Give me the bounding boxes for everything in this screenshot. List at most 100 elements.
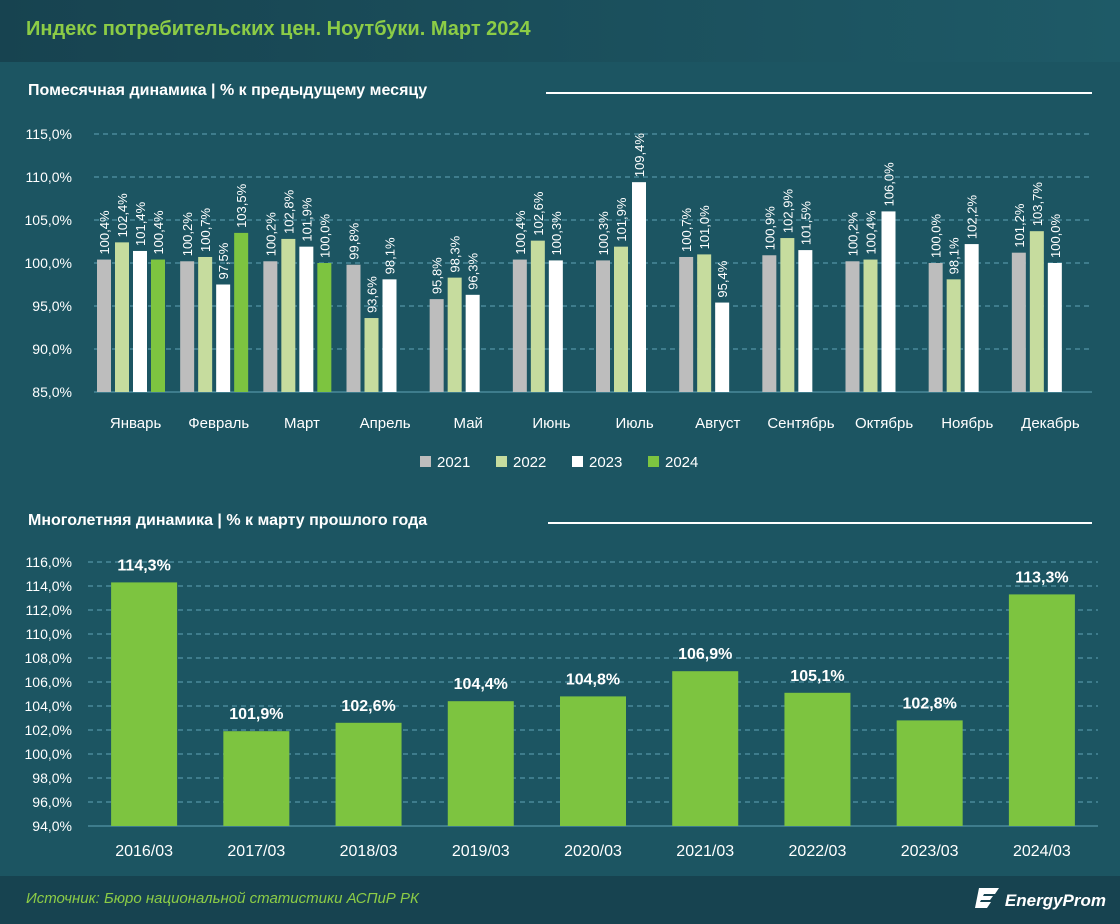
- legend-swatch-2021: [420, 456, 431, 467]
- data-label: 93,6%: [365, 276, 380, 313]
- x-tick-label: Декабрь: [1021, 415, 1080, 432]
- y-tick-label: 85,0%: [32, 384, 72, 400]
- x-tick-label: Октябрь: [855, 415, 913, 432]
- y-tick-label: 110,0%: [26, 626, 72, 642]
- x-tick-label: Май: [454, 415, 483, 432]
- y-tick-label: 106,0%: [25, 674, 72, 690]
- legend-label: 2021: [437, 454, 470, 471]
- bar: [447, 701, 514, 826]
- bar-2022: [946, 279, 961, 392]
- y-tick-label: 114,0%: [26, 578, 72, 594]
- bar-2022: [447, 277, 462, 392]
- bar-2024: [234, 232, 249, 392]
- data-label: 95,4%: [715, 260, 730, 297]
- bar-2021: [679, 256, 694, 392]
- data-label: 100,2%: [263, 212, 278, 257]
- bar-2021: [346, 264, 361, 392]
- bar-2024: [317, 263, 332, 392]
- bar-2023: [715, 302, 730, 392]
- bar-2022: [614, 246, 628, 392]
- data-label: 101,9%: [229, 706, 283, 723]
- x-tick-label: 2021/03: [676, 843, 734, 860]
- x-tick-label: 2024/03: [1013, 843, 1071, 860]
- bar-2021: [429, 299, 444, 392]
- bar-2023: [216, 284, 231, 392]
- data-label: 100,4%: [151, 210, 166, 255]
- x-tick-label: 2019/03: [452, 843, 510, 860]
- data-label: 100,2%: [846, 212, 861, 257]
- bar: [1008, 594, 1075, 826]
- y-tick-label: 115,0%: [26, 126, 72, 142]
- bar-2023: [798, 250, 813, 392]
- data-label: 102,2%: [965, 195, 980, 240]
- data-label: 101,2%: [1012, 203, 1027, 248]
- data-label: 102,8%: [903, 695, 957, 712]
- data-label: 105,1%: [790, 668, 844, 685]
- bar-2022: [1029, 231, 1044, 392]
- bar-2023: [299, 246, 314, 392]
- x-tick-label: 2022/03: [789, 843, 847, 860]
- data-label: 109,4%: [632, 133, 647, 178]
- y-tick-label: 94,0%: [32, 818, 72, 834]
- x-tick-label: Июнь: [532, 415, 570, 432]
- bar-2022: [115, 242, 129, 392]
- data-label: 100,0%: [317, 213, 332, 258]
- data-label: 101,9%: [614, 197, 629, 242]
- x-tick-label: 2017/03: [227, 843, 285, 860]
- x-tick-label: Июль: [615, 415, 653, 432]
- data-label: 104,4%: [454, 676, 508, 693]
- bar: [111, 582, 178, 826]
- data-label: 102,4%: [115, 193, 130, 238]
- bar-2021: [762, 255, 777, 392]
- x-tick-label: Сентябрь: [767, 415, 834, 432]
- bar-2022: [530, 240, 545, 392]
- y-tick-label: 105,0%: [25, 212, 72, 228]
- bar: [223, 731, 290, 826]
- data-label: 99,8%: [347, 222, 362, 259]
- legend-swatch-2022: [496, 456, 507, 467]
- x-tick-label: Август: [695, 415, 740, 432]
- bar-2021: [97, 259, 111, 392]
- x-tick-label: Февраль: [188, 415, 249, 432]
- yearly-title-rule: [548, 522, 1092, 524]
- bar-2022: [863, 259, 878, 392]
- data-label: 97,5%: [216, 242, 231, 279]
- bar-2021: [263, 261, 278, 392]
- data-label: 102,8%: [281, 189, 296, 234]
- y-tick-label: 98,0%: [32, 770, 72, 786]
- data-label: 98,1%: [383, 237, 398, 274]
- y-tick-label: 100,0%: [25, 255, 72, 271]
- bar: [672, 671, 739, 826]
- bar-2022: [198, 256, 213, 392]
- logo-text: EnergyProm: [1004, 890, 1106, 910]
- data-label: 106,9%: [678, 646, 732, 663]
- page-title: Индекс потребительских цен. Ноутбуки. Ма…: [26, 18, 531, 40]
- y-tick-label: 116,0%: [26, 554, 72, 570]
- y-tick-label: 108,0%: [25, 650, 72, 666]
- data-label: 100,2%: [180, 212, 195, 257]
- x-tick-label: Январь: [110, 415, 162, 432]
- bar: [560, 696, 626, 826]
- x-tick-label: 2018/03: [340, 843, 398, 860]
- bar-2024: [151, 259, 165, 392]
- data-label: 100,0%: [1048, 213, 1063, 258]
- data-label: 100,3%: [596, 211, 611, 256]
- bar: [896, 720, 963, 826]
- source-text: Источник: Бюро национальной статистики А…: [26, 890, 419, 907]
- legend-swatch-2023: [572, 456, 583, 467]
- data-label: 95,8%: [430, 257, 445, 294]
- x-tick-label: Ноябрь: [941, 415, 993, 432]
- monthly-chart-title: Помесячная динамика | % к предыдущему ме…: [28, 82, 428, 99]
- bar-2022: [281, 238, 296, 392]
- bar-2021: [512, 259, 527, 392]
- bar-2023: [465, 294, 480, 392]
- data-label: 102,9%: [780, 189, 795, 234]
- title-bar: Индекс потребительских цен. Ноутбуки. Ма…: [0, 0, 1120, 62]
- bar-2021: [845, 261, 860, 392]
- data-label: 100,4%: [513, 210, 528, 255]
- legend-label: 2024: [665, 454, 698, 471]
- bar-2023: [1047, 263, 1062, 392]
- bar-2022: [780, 238, 795, 392]
- data-label: 101,9%: [299, 197, 314, 242]
- bar-2022: [697, 254, 712, 392]
